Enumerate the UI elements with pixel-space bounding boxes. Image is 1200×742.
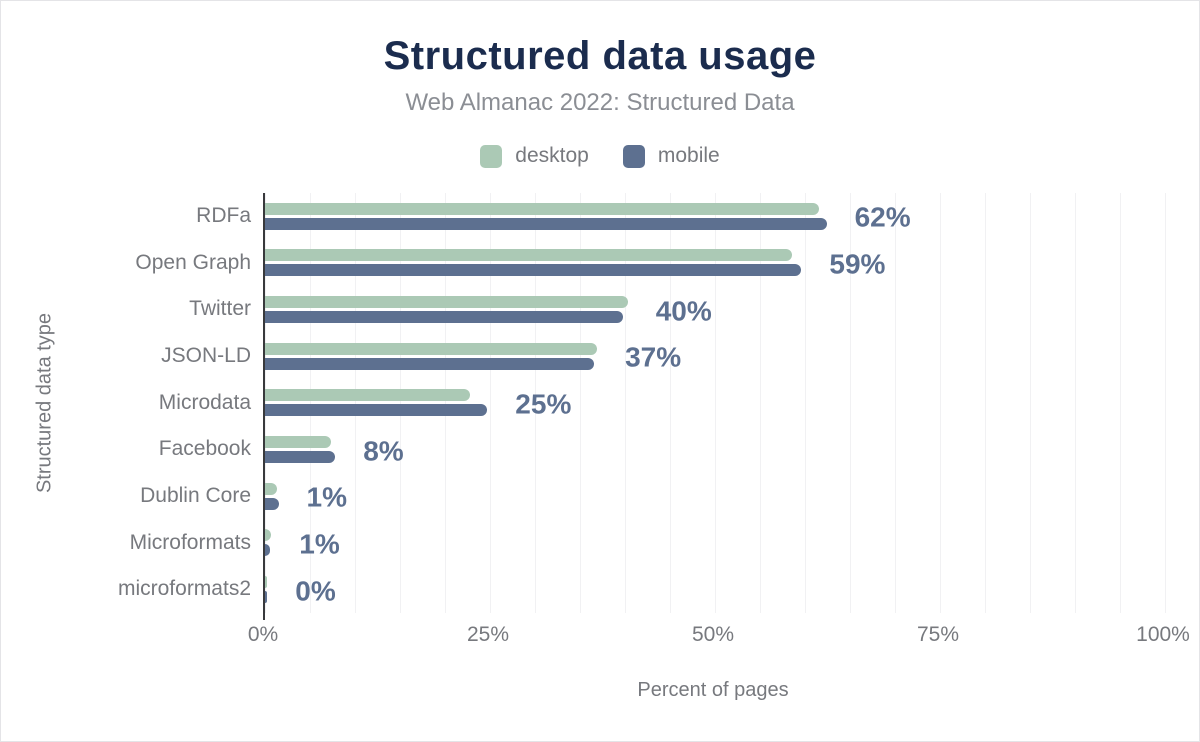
value-label: 1% — [306, 481, 347, 513]
desktop-swatch-icon — [480, 144, 503, 168]
bar-row: 40% — [265, 286, 1165, 333]
legend-item-desktop: desktop — [480, 144, 589, 168]
category-label: Twitter — [189, 297, 251, 321]
value-label: 25% — [515, 388, 572, 420]
y-axis-labels: RDFa Open Graph Twitter JSON-LD Microdata Fac… — [1, 193, 251, 613]
bar-row: 8% — [265, 426, 1165, 473]
bar-desktop — [265, 296, 628, 309]
legend-label-mobile: mobile — [657, 144, 720, 167]
bar-mobile — [265, 357, 594, 370]
bar-row: 0% — [265, 566, 1165, 613]
legend-item-mobile: mobile — [622, 144, 720, 168]
category-label: Dublin Core — [140, 483, 251, 507]
chart-title: Structured data usage — [383, 34, 817, 78]
category-label: Microdata — [158, 390, 251, 414]
category-label: microformats2 — [117, 577, 251, 601]
bar-mobile — [265, 451, 336, 464]
bar-mobile — [265, 311, 624, 324]
category-label: RDFa — [196, 204, 251, 227]
bar-mobile — [265, 404, 488, 417]
value-label: 1% — [299, 528, 340, 560]
bar-mobile — [265, 217, 827, 230]
bar-row: 25% — [265, 380, 1165, 427]
bar-desktop — [265, 389, 471, 402]
x-tick-label: 75% — [916, 623, 960, 646]
bar-desktop — [265, 529, 272, 542]
bar-mobile — [265, 264, 802, 277]
bar-desktop — [265, 249, 792, 262]
bar-desktop — [265, 576, 267, 589]
bar-row: 1% — [265, 473, 1165, 520]
bar-desktop — [265, 202, 819, 215]
mobile-swatch-icon — [622, 144, 645, 168]
legend-label-desktop: desktop — [515, 144, 589, 167]
category-label: Open Graph — [135, 250, 251, 274]
bar-mobile — [265, 544, 270, 557]
x-tick-label: 25% — [466, 623, 510, 646]
value-label: 37% — [625, 341, 682, 373]
bar-desktop — [265, 482, 277, 495]
bar-row: 62% — [265, 193, 1165, 240]
bar-mobile — [265, 591, 268, 604]
value-label: 0% — [295, 574, 336, 606]
value-label: 40% — [655, 294, 712, 326]
x-tick-label: 0% — [247, 623, 279, 646]
x-axis-title: Percent of pages — [637, 679, 789, 701]
plot-area: 62% 59% 40% 37% 25% 8% 1% 1% 0% — [263, 193, 1166, 620]
category-label: Microformats — [129, 530, 251, 554]
x-tick-label: 50% — [691, 623, 735, 646]
category-label: JSON-LD — [161, 343, 251, 367]
category-label: Facebook — [158, 437, 251, 461]
x-tick-label: 100% — [1136, 623, 1190, 646]
bar-mobile — [265, 497, 279, 510]
value-label: 8% — [363, 434, 404, 466]
x-axis-zero-tick — [263, 613, 265, 620]
bar-desktop — [265, 436, 331, 449]
bar-row: 37% — [265, 333, 1165, 380]
value-label: 59% — [829, 248, 886, 280]
value-label: 62% — [854, 201, 911, 233]
bar-desktop — [265, 342, 598, 355]
chart-subtitle: Web Almanac 2022: Structured Data — [405, 89, 795, 116]
bar-row: 1% — [265, 520, 1165, 567]
legend: desktop mobile — [1, 142, 1199, 170]
x-axis-ticks: 0% 25% 50% 75% 100% — [248, 623, 1190, 647]
bar-row: 59% — [265, 240, 1165, 287]
